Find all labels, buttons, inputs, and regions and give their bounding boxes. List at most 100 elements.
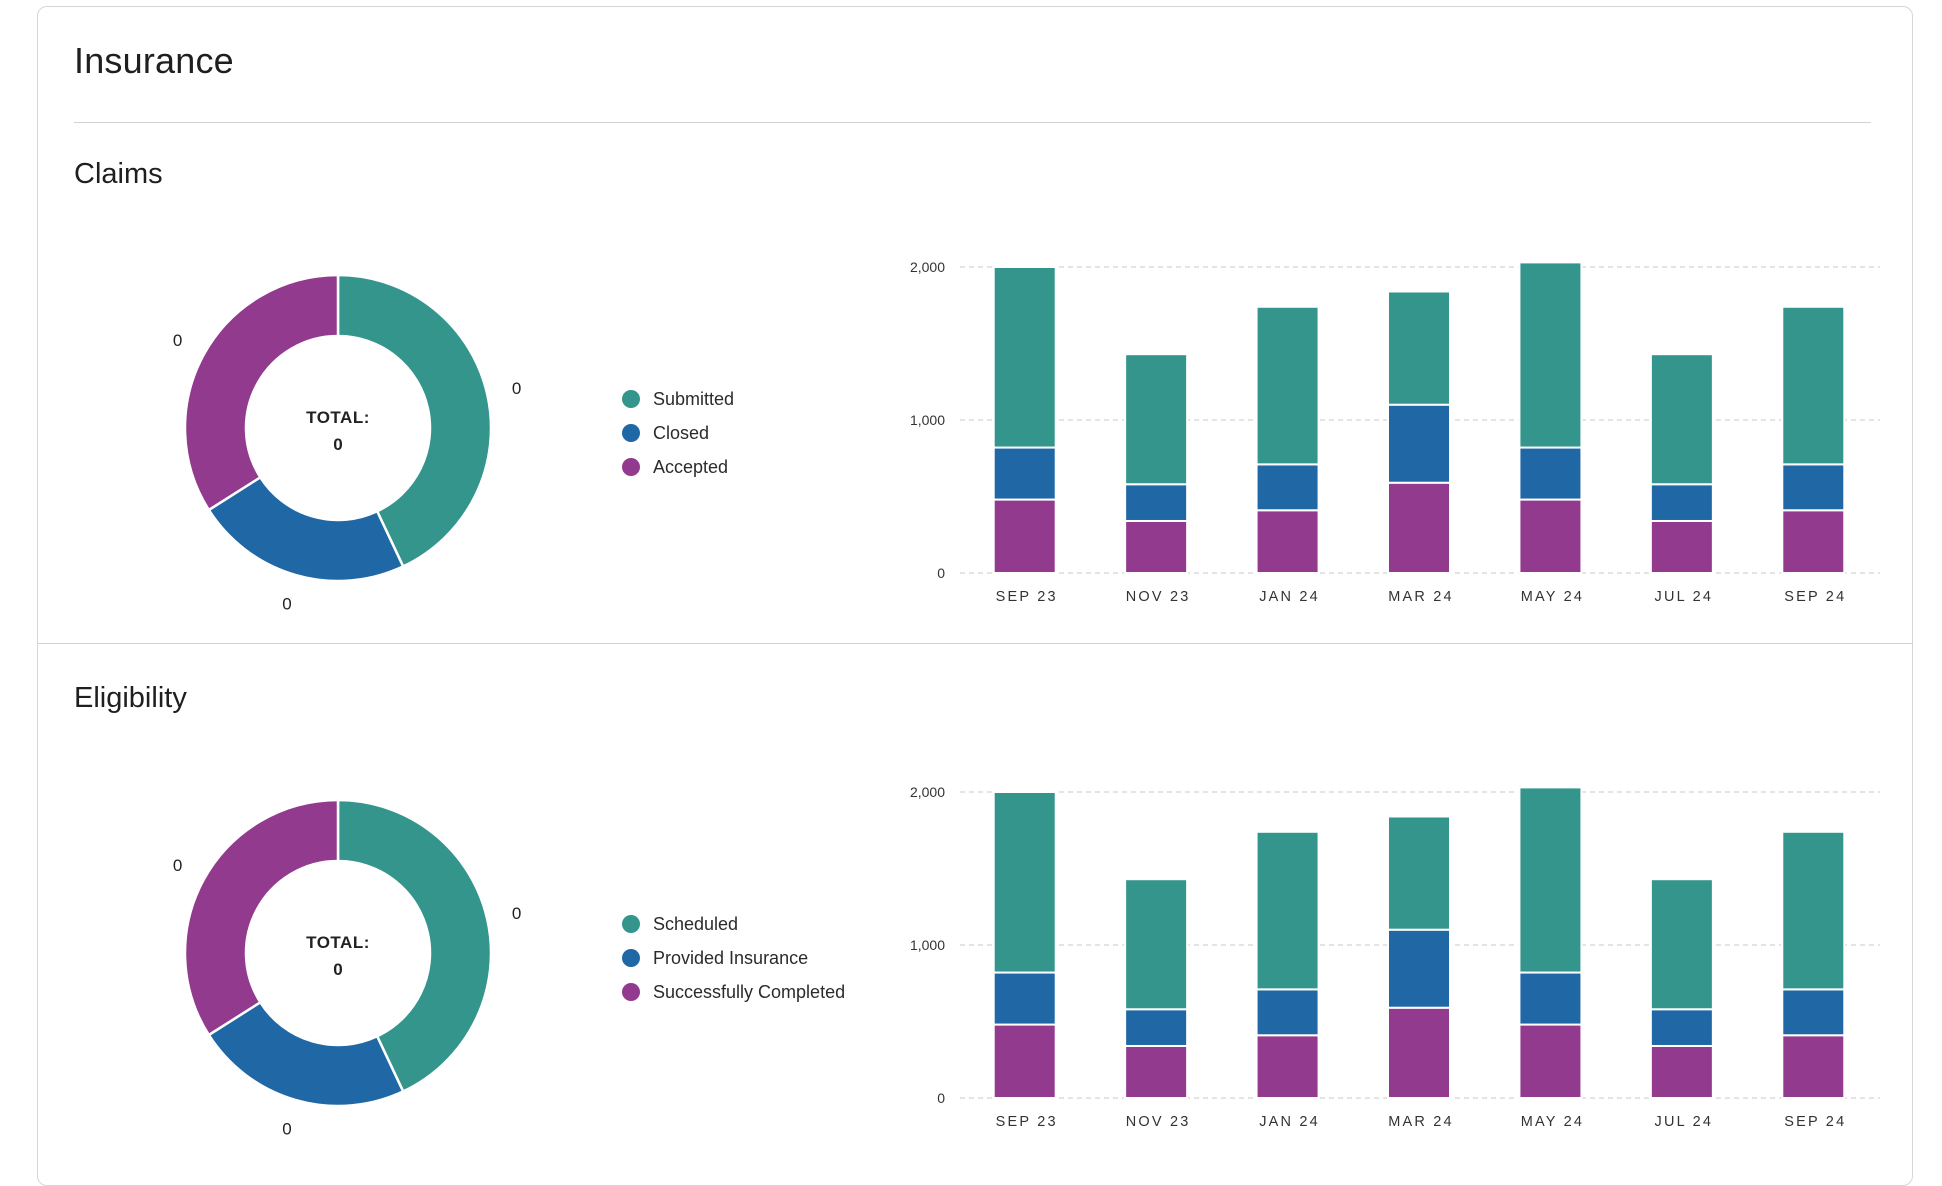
claims-bar-chart: 0 1,000 2,000 SEP 23 NOV 23 JAN 24 MAR 24 MAY 2… xyxy=(910,259,1880,605)
legend-item-provided-insurance[interactable]: Provided Insurance xyxy=(622,941,845,975)
legend-swatch xyxy=(622,390,640,408)
bar-segment-accepted[interactable] xyxy=(1387,481,1451,574)
bar-segment-accepted[interactable] xyxy=(992,498,1057,574)
bar-segment-submitted[interactable] xyxy=(1518,261,1583,449)
y-tick-label: 0 xyxy=(937,565,945,581)
bar-segment-submitted[interactable] xyxy=(1255,305,1320,466)
legend-label: Provided Insurance xyxy=(653,947,809,968)
x-tick-label: MAR 24 xyxy=(1388,1114,1454,1130)
bar-segment-accepted[interactable] xyxy=(1649,519,1714,575)
bar-segment-provided-insurance[interactable] xyxy=(1255,988,1320,1037)
bar-segment-successfully-completed[interactable] xyxy=(1781,1034,1846,1100)
claims-legend: Submitted Closed Accepted xyxy=(622,382,734,484)
bar-segment-closed[interactable] xyxy=(1255,463,1320,512)
bar-segment-successfully-completed[interactable] xyxy=(1124,1044,1189,1100)
bar-segment-accepted[interactable] xyxy=(1781,509,1846,575)
donut-slice-provided-insurance[interactable] xyxy=(207,1000,405,1108)
bar-segment-successfully-completed[interactable] xyxy=(1649,1044,1714,1100)
section-title-eligibility: Eligibility xyxy=(74,682,187,714)
section-divider xyxy=(37,643,1913,644)
donut-slice-closed[interactable] xyxy=(207,475,405,583)
bar-segment-scheduled[interactable] xyxy=(1518,786,1583,974)
section-title-claims: Claims xyxy=(74,158,163,190)
bar-segment-provided-insurance[interactable] xyxy=(1518,971,1583,1026)
bar-segment-provided-insurance[interactable] xyxy=(992,971,1057,1026)
y-tick-label: 0 xyxy=(937,1090,945,1106)
bar-segment-closed[interactable] xyxy=(1124,483,1189,522)
eligibility-donut-chart: 0 0 0 TOTAL: 0 xyxy=(173,798,521,1139)
legend-item-successfully-completed[interactable]: Successfully Completed xyxy=(622,975,845,1009)
bar-segment-provided-insurance[interactable] xyxy=(1781,988,1846,1037)
x-tick-label: JAN 24 xyxy=(1259,1114,1320,1130)
bar-segment-scheduled[interactable] xyxy=(1124,878,1189,1011)
bar-segment-closed[interactable] xyxy=(992,446,1057,501)
x-tick-label: SEP 24 xyxy=(1784,1114,1846,1130)
eligibility-legend: Scheduled Provided Insurance Successfull… xyxy=(622,907,845,1009)
x-tick-label: JUL 24 xyxy=(1655,1114,1714,1130)
bar-segment-provided-insurance[interactable] xyxy=(1124,1008,1189,1047)
insurance-card xyxy=(37,6,1913,1186)
legend-label: Accepted xyxy=(653,456,729,477)
bar-segment-successfully-completed[interactable] xyxy=(1518,1023,1583,1099)
donut-slice-accepted[interactable] xyxy=(183,273,340,512)
x-tick-label: JUL 24 xyxy=(1655,589,1714,605)
bar-segment-scheduled[interactable] xyxy=(1649,878,1714,1011)
x-tick-label: MAY 24 xyxy=(1521,1114,1584,1130)
eligibility-bar-chart: 0 1,000 2,000 SEP 23 NOV 23 JAN 24 MAR 24 MAY 2… xyxy=(910,784,1880,1130)
donut-value-label: 0 xyxy=(282,1120,291,1139)
bar-segment-closed[interactable] xyxy=(1518,446,1583,501)
legend-swatch xyxy=(622,424,640,442)
bar-segment-submitted[interactable] xyxy=(992,266,1057,449)
legend-swatch xyxy=(622,458,640,476)
bar-segment-successfully-completed[interactable] xyxy=(1255,1034,1320,1100)
legend-swatch xyxy=(622,983,640,1001)
bar-segment-accepted[interactable] xyxy=(1124,519,1189,575)
legend-item-submitted[interactable]: Submitted xyxy=(622,382,734,416)
y-tick-label: 2,000 xyxy=(910,259,945,275)
x-tick-label: SEP 23 xyxy=(996,1114,1058,1130)
bar-segment-successfully-completed[interactable] xyxy=(1387,1006,1451,1099)
bar-segment-provided-insurance[interactable] xyxy=(1387,928,1451,1009)
x-tick-label: JAN 24 xyxy=(1259,589,1320,605)
claims-donut-chart: 0 0 0 TOTAL: 0 xyxy=(173,273,521,614)
bar-segment-scheduled[interactable] xyxy=(1781,830,1846,991)
legend-item-accepted[interactable]: Accepted xyxy=(622,450,734,484)
legend-swatch xyxy=(622,949,640,967)
bar-segment-successfully-completed[interactable] xyxy=(992,1023,1057,1099)
bar-segment-submitted[interactable] xyxy=(1649,353,1714,486)
bar-segment-submitted[interactable] xyxy=(1387,290,1451,406)
bar-segment-accepted[interactable] xyxy=(1518,498,1583,574)
bar-segment-submitted[interactable] xyxy=(1781,305,1846,466)
bar-segment-provided-insurance[interactable] xyxy=(1649,1008,1714,1047)
bar-segment-scheduled[interactable] xyxy=(1255,830,1320,991)
x-tick-label: MAR 24 xyxy=(1388,589,1454,605)
bar-segment-closed[interactable] xyxy=(1387,403,1451,484)
donut-total-value: 0 xyxy=(333,960,342,979)
bar-segment-scheduled[interactable] xyxy=(992,791,1057,974)
legend-label: Scheduled xyxy=(653,913,739,934)
donut-total-value: 0 xyxy=(333,435,342,454)
x-tick-label: SEP 23 xyxy=(996,589,1058,605)
donut-value-label: 0 xyxy=(173,856,182,875)
donut-value-label: 0 xyxy=(282,595,291,614)
donut-slice-successfully-completed[interactable] xyxy=(183,798,340,1037)
bar-segment-accepted[interactable] xyxy=(1255,509,1320,575)
bar-segment-closed[interactable] xyxy=(1649,483,1714,522)
legend-swatch xyxy=(622,915,640,933)
x-tick-label: NOV 23 xyxy=(1126,589,1191,605)
bar-segment-submitted[interactable] xyxy=(1124,353,1189,486)
donut-slice-submitted[interactable] xyxy=(336,273,493,569)
x-tick-label: NOV 23 xyxy=(1126,1114,1191,1130)
bar-segment-closed[interactable] xyxy=(1781,463,1846,512)
legend-item-closed[interactable]: Closed xyxy=(622,416,734,450)
donut-value-label: 0 xyxy=(512,379,521,398)
donut-slice-scheduled[interactable] xyxy=(336,798,493,1094)
title-divider xyxy=(74,122,1871,123)
legend-label: Closed xyxy=(653,422,710,443)
page-title: Insurance xyxy=(74,40,234,81)
x-tick-label: SEP 24 xyxy=(1784,589,1846,605)
legend-item-scheduled[interactable]: Scheduled xyxy=(622,907,845,941)
donut-value-label: 0 xyxy=(173,331,182,350)
bar-segment-scheduled[interactable] xyxy=(1387,815,1451,931)
x-tick-label: MAY 24 xyxy=(1521,589,1584,605)
